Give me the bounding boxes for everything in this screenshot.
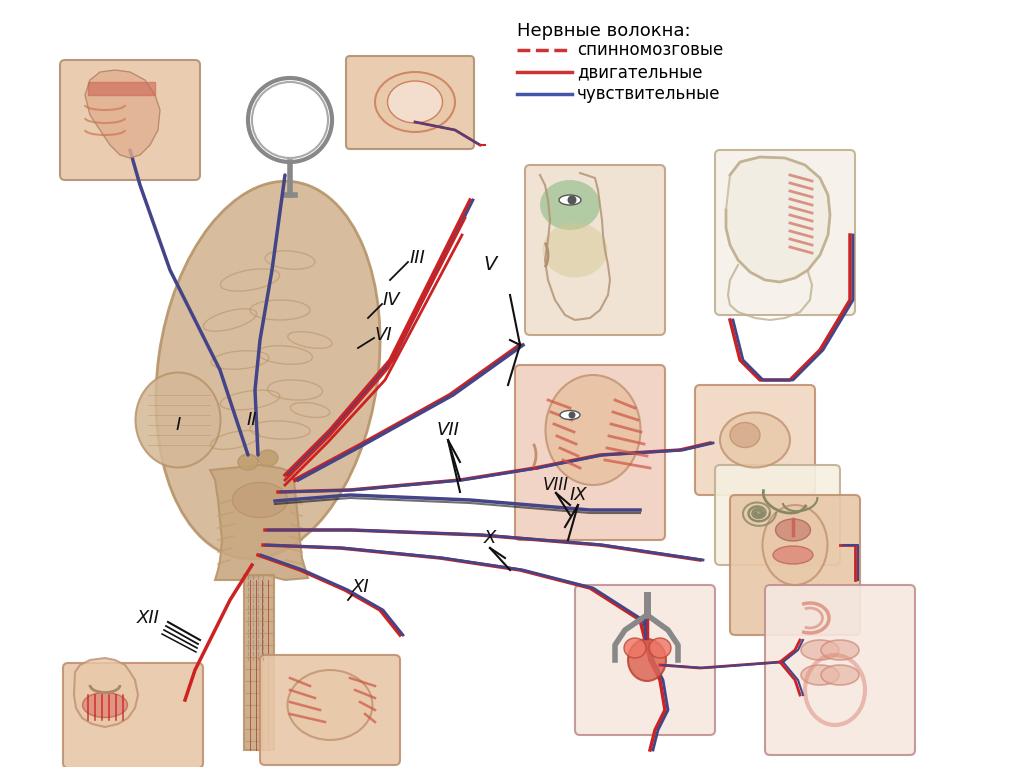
Ellipse shape — [649, 638, 671, 658]
FancyBboxPatch shape — [63, 663, 203, 767]
Text: II: II — [247, 411, 257, 429]
Text: Нервные волокна:: Нервные волокна: — [517, 22, 690, 40]
FancyBboxPatch shape — [525, 165, 665, 335]
Polygon shape — [726, 157, 830, 282]
Ellipse shape — [801, 640, 839, 660]
FancyBboxPatch shape — [346, 56, 474, 149]
Ellipse shape — [156, 181, 380, 559]
Ellipse shape — [821, 640, 859, 660]
Ellipse shape — [773, 546, 813, 564]
Ellipse shape — [258, 450, 278, 466]
Ellipse shape — [560, 410, 580, 420]
FancyBboxPatch shape — [715, 150, 855, 315]
FancyBboxPatch shape — [260, 655, 400, 765]
Text: X: X — [483, 529, 497, 547]
Ellipse shape — [628, 639, 666, 681]
Ellipse shape — [624, 638, 646, 658]
Ellipse shape — [543, 222, 607, 278]
Text: VII: VII — [436, 421, 460, 439]
Ellipse shape — [775, 519, 811, 541]
FancyBboxPatch shape — [575, 585, 715, 735]
FancyBboxPatch shape — [765, 585, 915, 755]
Text: двигательные: двигательные — [577, 63, 702, 81]
Ellipse shape — [387, 81, 442, 123]
FancyBboxPatch shape — [730, 495, 860, 635]
Text: V: V — [483, 255, 497, 275]
Circle shape — [568, 412, 575, 419]
FancyBboxPatch shape — [60, 60, 200, 180]
Text: XI: XI — [352, 578, 370, 596]
Ellipse shape — [288, 670, 373, 740]
FancyBboxPatch shape — [715, 465, 840, 565]
Ellipse shape — [375, 72, 455, 132]
Ellipse shape — [801, 665, 839, 685]
Text: IV: IV — [383, 291, 400, 309]
Ellipse shape — [238, 454, 258, 470]
Text: спинномозговые: спинномозговые — [577, 41, 723, 59]
Text: III: III — [410, 249, 426, 267]
Text: VIII: VIII — [543, 476, 569, 494]
Ellipse shape — [730, 423, 760, 447]
Bar — [244, 575, 274, 750]
FancyBboxPatch shape — [515, 365, 665, 540]
Polygon shape — [85, 70, 160, 158]
Ellipse shape — [720, 413, 790, 468]
Ellipse shape — [546, 375, 640, 485]
Text: VI: VI — [375, 326, 392, 344]
Text: XII: XII — [136, 609, 160, 627]
FancyBboxPatch shape — [695, 385, 815, 495]
Ellipse shape — [232, 482, 288, 518]
Ellipse shape — [763, 505, 827, 585]
Polygon shape — [210, 465, 308, 580]
Ellipse shape — [559, 195, 581, 205]
Ellipse shape — [83, 693, 128, 717]
Text: I: I — [175, 416, 180, 434]
Text: чувствительные: чувствительные — [577, 85, 721, 103]
Ellipse shape — [135, 373, 220, 468]
Text: IX: IX — [569, 486, 587, 504]
Ellipse shape — [540, 180, 600, 230]
Ellipse shape — [821, 665, 859, 685]
Polygon shape — [74, 658, 138, 727]
Ellipse shape — [567, 196, 577, 205]
